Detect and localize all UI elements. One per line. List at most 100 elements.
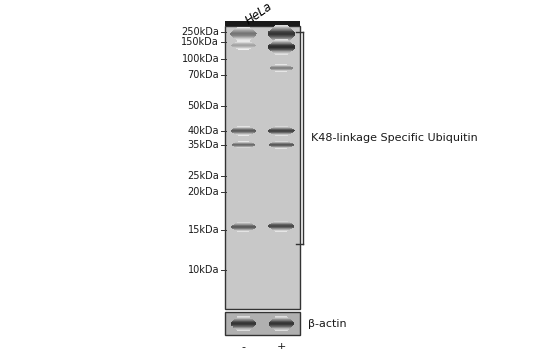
Bar	[274, 318, 289, 319]
Bar	[269, 132, 293, 133]
Bar	[271, 320, 292, 321]
Bar	[232, 225, 255, 226]
Bar	[231, 32, 256, 33]
Bar	[232, 31, 255, 32]
Text: +: +	[276, 342, 286, 349]
Bar	[268, 225, 294, 226]
Bar	[273, 222, 289, 223]
Bar	[236, 134, 250, 135]
Bar	[268, 45, 294, 46]
Bar	[271, 223, 292, 224]
Bar	[272, 28, 291, 29]
Bar	[232, 225, 255, 226]
Bar	[233, 30, 254, 31]
Bar	[270, 326, 292, 327]
Text: 25kDa: 25kDa	[187, 171, 219, 181]
Bar	[235, 38, 252, 39]
Bar	[274, 40, 289, 41]
Bar	[232, 321, 255, 322]
Bar	[274, 53, 288, 54]
Bar	[274, 40, 288, 41]
Bar	[268, 32, 294, 33]
Bar	[233, 132, 254, 133]
Bar	[269, 322, 294, 323]
Bar	[237, 126, 249, 127]
Bar	[231, 227, 256, 228]
Bar	[272, 319, 291, 320]
Bar	[231, 130, 256, 131]
Bar	[268, 130, 294, 131]
Bar	[233, 43, 254, 44]
Bar	[235, 28, 252, 29]
Bar	[275, 331, 287, 332]
Bar	[270, 50, 293, 51]
Text: 10kDa: 10kDa	[188, 266, 219, 275]
Bar	[274, 41, 288, 42]
Bar	[269, 323, 294, 324]
Bar	[275, 330, 288, 331]
Bar	[235, 223, 252, 224]
Bar	[231, 226, 256, 227]
Bar	[270, 228, 292, 229]
Bar	[268, 31, 294, 32]
Bar	[269, 129, 294, 130]
Bar	[231, 322, 256, 323]
Bar	[231, 131, 256, 132]
Bar	[237, 41, 249, 42]
Bar	[269, 324, 294, 325]
Bar	[232, 36, 255, 37]
Bar	[270, 37, 293, 38]
Bar	[274, 134, 289, 135]
Bar	[273, 328, 290, 329]
Bar	[236, 39, 250, 40]
Bar	[232, 325, 255, 326]
Bar	[272, 42, 291, 43]
Bar	[270, 50, 292, 51]
Bar	[233, 37, 254, 38]
Bar	[234, 327, 253, 328]
Text: 15kDa: 15kDa	[188, 225, 219, 235]
Bar	[233, 326, 254, 327]
Bar	[234, 133, 253, 134]
Bar	[237, 231, 249, 232]
Bar	[269, 36, 294, 37]
Bar	[231, 130, 256, 131]
Bar	[268, 35, 294, 36]
Bar	[274, 41, 289, 42]
Bar	[234, 47, 253, 48]
Bar	[232, 228, 255, 229]
Bar	[274, 26, 289, 27]
Bar	[237, 40, 250, 41]
Bar	[234, 128, 253, 129]
Bar	[275, 42, 288, 43]
Bar	[274, 317, 288, 318]
Bar	[275, 221, 288, 222]
Bar	[268, 33, 295, 34]
Text: 50kDa: 50kDa	[188, 102, 219, 111]
Bar	[270, 29, 292, 30]
Bar	[237, 135, 249, 136]
Bar	[236, 28, 251, 29]
Bar	[268, 48, 294, 49]
Bar	[235, 29, 252, 30]
Text: β-actin: β-actin	[308, 319, 347, 329]
Bar	[231, 323, 256, 324]
Bar	[237, 41, 249, 42]
Bar	[273, 328, 289, 329]
Bar	[225, 26, 300, 309]
Bar	[269, 324, 294, 325]
Bar	[273, 134, 289, 135]
Text: 20kDa: 20kDa	[188, 187, 219, 197]
Bar	[234, 37, 253, 38]
Bar	[233, 224, 254, 225]
Bar	[236, 329, 250, 330]
Bar	[268, 131, 294, 132]
Bar	[234, 128, 253, 129]
Bar	[232, 45, 255, 46]
Bar	[237, 27, 250, 28]
Bar	[269, 224, 293, 225]
Bar	[232, 44, 255, 45]
Text: 150kDa: 150kDa	[181, 37, 219, 47]
Bar	[271, 29, 292, 30]
Bar	[232, 44, 255, 45]
